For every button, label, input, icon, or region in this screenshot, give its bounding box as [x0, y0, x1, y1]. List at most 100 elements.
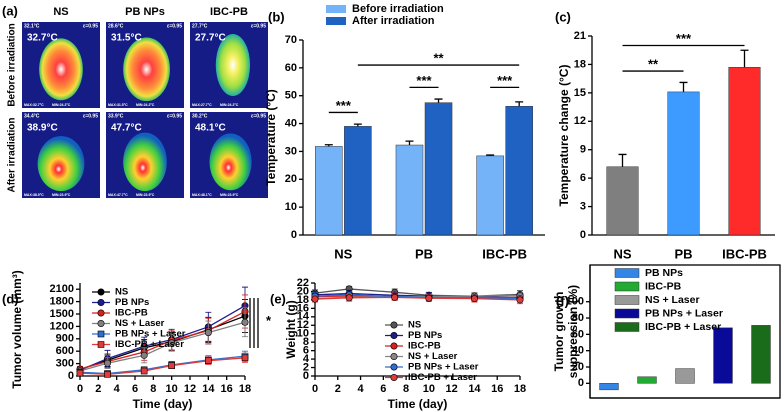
legend-marker — [97, 330, 105, 338]
emissivity: ε=0.95 — [83, 113, 98, 119]
y-tick-label: 20 — [285, 173, 297, 185]
legend-label: IBC-PB — [115, 308, 148, 319]
legend-marker — [97, 341, 105, 348]
x-tick-label: PB — [674, 246, 692, 261]
max-readout: MAX:27.7°C — [192, 103, 212, 107]
legend-label: NS + Laser — [645, 294, 700, 306]
y-tick-label: 60 — [572, 328, 584, 340]
legend-swatch — [614, 295, 640, 305]
bar — [599, 383, 619, 391]
x-tick-label: 0 — [312, 383, 318, 395]
panel-label: (d) — [2, 291, 19, 306]
corner-temp: 32.1°C — [24, 23, 40, 29]
emissivity: ε=0.95 — [251, 113, 266, 119]
x-axis-label: Time (day) — [388, 397, 448, 411]
bar — [505, 106, 533, 236]
max-temp: 38.9°C — [27, 123, 58, 134]
hot-region — [39, 38, 83, 101]
significance-label: *** — [676, 31, 692, 46]
legend-marker — [390, 321, 398, 329]
legend-swatch — [614, 322, 640, 332]
y-tick-label: 50 — [285, 90, 297, 102]
corner-temp: 30.2°C — [192, 113, 208, 119]
legend-marker — [390, 342, 398, 350]
min-readout: MIN:23.9°C — [220, 193, 239, 197]
legend-swatch — [326, 5, 346, 13]
corner-temp: 33.9°C — [108, 113, 124, 119]
corner-temp: 27.7°C — [192, 23, 208, 29]
y-tick-label: 10 — [285, 201, 297, 213]
y-tick-label: 21 — [574, 30, 586, 42]
legend-label: IBC-PB + Laser — [115, 339, 184, 350]
min-readout: MIN:23.9°C — [136, 193, 155, 197]
marker — [311, 295, 319, 303]
y-tick-label: 16 — [297, 302, 309, 314]
legend-label: PB NPs + Laser — [645, 307, 723, 319]
y-tick-label: 18 — [297, 294, 309, 306]
emissivity: ε=0.95 — [167, 113, 182, 119]
bar — [606, 166, 639, 236]
y-tick-label: 70 — [285, 34, 297, 46]
panel-label: (f) — [556, 293, 569, 308]
y-tick-label: 300 — [56, 358, 74, 370]
y-axis-label: Temperature change (°C) — [557, 65, 571, 207]
y-tick-label: 40 — [572, 345, 584, 357]
hot-region — [123, 132, 167, 192]
error-bar — [486, 154, 495, 156]
legend-marker — [97, 298, 105, 306]
min-readout: MIN:24.2°C — [52, 103, 71, 107]
corner-temp: 34.4°C — [24, 113, 40, 119]
hot-region — [37, 136, 85, 192]
y-tick-label: 10 — [297, 328, 309, 340]
x-tick-label: NS — [613, 246, 631, 261]
series-line — [79, 355, 246, 375]
y-tick-label: 0 — [303, 370, 309, 382]
y-tick-label: 2 — [303, 361, 309, 373]
legend-swatch — [326, 17, 346, 25]
max-temp: 31.5°C — [111, 33, 142, 44]
x-tick-label: 16 — [491, 383, 503, 395]
legend-label: PB NPs — [115, 297, 149, 308]
y-tick-label: 15 — [574, 87, 586, 99]
y-tick-label: 20 — [572, 361, 584, 373]
y-tick-label: 0 — [580, 229, 586, 241]
y-tick-label: 30 — [285, 145, 297, 157]
y-tick-label: 20 — [297, 285, 309, 297]
bar — [315, 146, 343, 236]
error-bar — [618, 153, 627, 167]
marker — [241, 318, 249, 326]
marker — [345, 294, 353, 302]
significance-label: ** — [648, 56, 659, 71]
y-tick-label: 22 — [297, 277, 309, 289]
legend-label: PB NPs — [645, 267, 683, 279]
min-readout: MIN:24.2°C — [220, 103, 239, 107]
legend-label: Before irradiation — [352, 3, 444, 15]
y-axis-label: Tumor growth — [552, 292, 566, 372]
max-readout: MAX:31.5°C — [108, 103, 128, 107]
bar — [637, 376, 657, 384]
hot-region — [209, 133, 252, 191]
marker — [168, 339, 176, 347]
legend-label: NS + Laser — [115, 318, 165, 329]
legend-label: After irradiation — [352, 15, 435, 27]
x-tick-label: 12 — [184, 383, 196, 395]
legend-label: IBC-PB — [645, 280, 682, 292]
series-line — [314, 292, 521, 298]
y-tick-label: 40 — [285, 117, 297, 129]
max-readout: MAX:48.1°C — [192, 193, 212, 197]
series-line — [79, 357, 246, 375]
x-tick-label: IBC-PB — [722, 246, 767, 261]
column-label: IBC-PB — [210, 6, 248, 18]
marker — [425, 294, 433, 302]
bar — [395, 144, 424, 236]
y-axis-label: Weight (g) — [284, 300, 298, 358]
max-temp: 47.7°C — [111, 123, 142, 134]
y-tick-label: 3 — [580, 200, 586, 212]
row-label: Before irradiation — [7, 23, 18, 106]
x-tick-label: 10 — [166, 383, 178, 395]
error-bar — [353, 123, 362, 127]
series-line — [79, 321, 246, 372]
max-temp: 27.7°C — [195, 33, 226, 44]
legend-swatch — [614, 281, 640, 292]
bar — [751, 325, 771, 384]
